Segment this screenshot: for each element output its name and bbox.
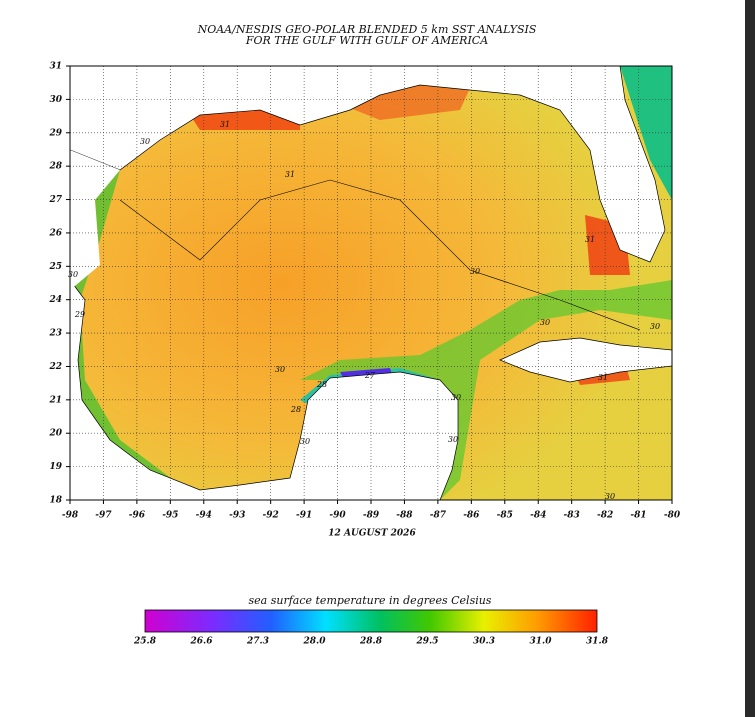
lat-tick-label: 27 [48, 195, 62, 205]
lon-tick-label: -89 [363, 511, 380, 521]
lon-tick-label: -81 [630, 511, 646, 521]
colorbar-label: sea surface temperature in degrees Celsi… [249, 594, 492, 607]
colorbar-tick-label: 29.5 [416, 637, 439, 647]
map-frame [69, 65, 673, 501]
lon-tick-label: -80 [664, 511, 681, 521]
lon-tick-label: -94 [196, 511, 212, 521]
colorbar-tick-label: 25.8 [133, 637, 157, 647]
contour-label: 30 [275, 365, 285, 374]
lat-tick-label: 23 [48, 329, 62, 339]
contour-label: 30 [540, 318, 550, 327]
contour-label: 30 [470, 267, 480, 276]
contour-label: 31 [285, 170, 295, 179]
contour-label: 31 [585, 235, 595, 244]
lon-tick-label: -90 [329, 511, 346, 521]
colorbar-tick-label: 31.0 [530, 637, 553, 647]
colorbar-tick-label: 28.0 [303, 637, 327, 647]
lat-tick-label: 22 [48, 362, 62, 372]
lat-tick-label: 28 [48, 162, 62, 172]
lat-tick-label: 29 [48, 128, 62, 138]
lat-tick-label: 20 [48, 429, 62, 439]
colorbar-tick-label: 31.8 [586, 637, 609, 647]
lat-tick-label: 24 [48, 295, 62, 305]
contour-label: 30 [140, 137, 150, 146]
date: 12 AUGUST 2026 [328, 529, 416, 539]
lon-tick-label: -91 [296, 511, 312, 521]
lat-tick-label: 26 [48, 228, 62, 238]
lon-tick-label: -85 [497, 511, 513, 521]
lat-tick-label: 18 [49, 496, 62, 506]
lon-tick-label: -98 [62, 511, 79, 521]
contour-label: 30 [448, 435, 458, 444]
contour-label: 30 [451, 393, 461, 402]
lon-tick-label: -86 [463, 511, 480, 521]
lon-tick-label: -83 [564, 511, 580, 521]
contour-label: 28 [316, 380, 327, 389]
lon-tick-label: -96 [129, 511, 146, 521]
contour-label: 31 [598, 373, 608, 382]
lon-tick-label: -88 [396, 511, 413, 521]
window-edge [745, 0, 755, 717]
lon-tick-label: -87 [430, 511, 447, 521]
contour-label: 30 [650, 322, 660, 331]
title-line: FOR THE GULF WITH GULF OF AMERICA [245, 34, 488, 47]
colorbar [144, 609, 598, 633]
contour-label: 29 [74, 310, 85, 319]
colorbar-tick-label: 28.8 [359, 637, 383, 647]
lon-tick-label: -82 [597, 511, 613, 521]
lon-tick-label: -92 [263, 511, 279, 521]
contour-label: 30 [605, 492, 615, 501]
lat-tick-label: 25 [48, 262, 62, 272]
lon-tick-label: -97 [95, 511, 112, 521]
colorbar-tick-label: 30.3 [473, 637, 495, 647]
colorbar-tick-label: 27.3 [246, 637, 269, 647]
contour-label: 31 [220, 120, 230, 129]
lat-tick-label: 31 [49, 62, 62, 72]
lon-tick-label: -95 [162, 511, 178, 521]
lon-tick-label: -93 [229, 511, 245, 521]
colorbar-tick-label: 26.6 [190, 637, 214, 647]
lon-tick-label: -84 [530, 511, 546, 521]
title-line: NOAA/NESDIS GEO-POLAR BLENDED 5 km SST A… [197, 23, 537, 36]
lat-tick-label: 19 [49, 462, 62, 472]
contour-label: 27 [364, 371, 376, 380]
lat-tick-label: 30 [49, 95, 62, 105]
contour-label: 28 [290, 405, 301, 414]
lat-tick-label: 21 [48, 395, 62, 405]
contour-label: 30 [68, 270, 78, 279]
contour-label: 30 [300, 437, 310, 446]
